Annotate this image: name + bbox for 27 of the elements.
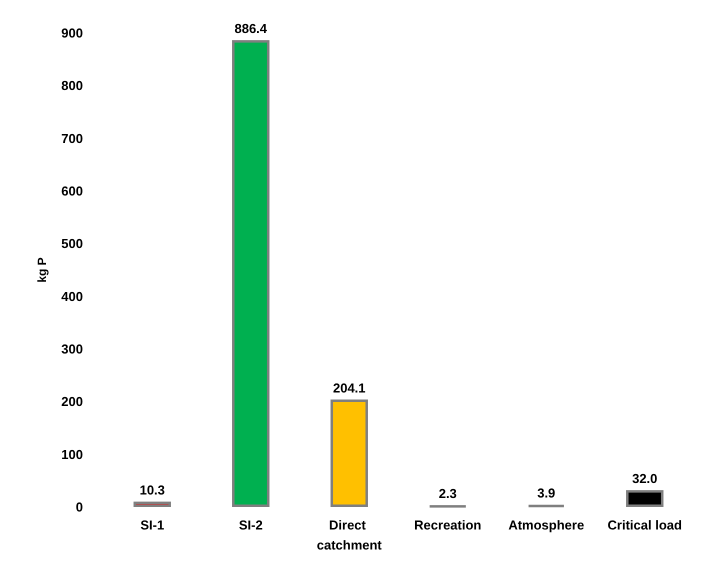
data-label: 204.1 (332, 380, 366, 396)
bar (232, 40, 270, 507)
y-tick-label: 900 (61, 26, 83, 40)
y-tick-label: 200 (61, 394, 83, 410)
y-tick-label: 700 (61, 130, 83, 146)
y-tick-label: 400 (61, 288, 83, 304)
y-tick-label: 500 (61, 236, 83, 252)
y-tick-label: 600 (61, 184, 83, 198)
bar (134, 502, 171, 507)
y-axis-title: kg P (35, 257, 49, 283)
bar (330, 400, 368, 507)
y-tick-label: 0 (76, 500, 83, 514)
x-tick-label: SI-2 (238, 518, 263, 532)
bar (626, 490, 664, 507)
x-tick-label: Atmosphere (508, 518, 584, 532)
x-tick-label: Recreation (414, 518, 482, 532)
y-tick-label: 100 (61, 446, 83, 462)
data-label: 2.3 (438, 486, 457, 502)
data-label: 3.9 (537, 486, 556, 501)
x-tick-label: Critical load (608, 518, 682, 532)
y-tick-label: 800 (61, 78, 83, 94)
data-label: 886.4 (234, 21, 268, 36)
data-label: 32.0 (632, 471, 658, 486)
x-tick-label: Direct catchment (316, 518, 382, 552)
y-tick-label: 300 (61, 342, 83, 356)
data-label: 10.3 (140, 482, 165, 498)
x-tick-label: SI-1 (140, 518, 164, 532)
